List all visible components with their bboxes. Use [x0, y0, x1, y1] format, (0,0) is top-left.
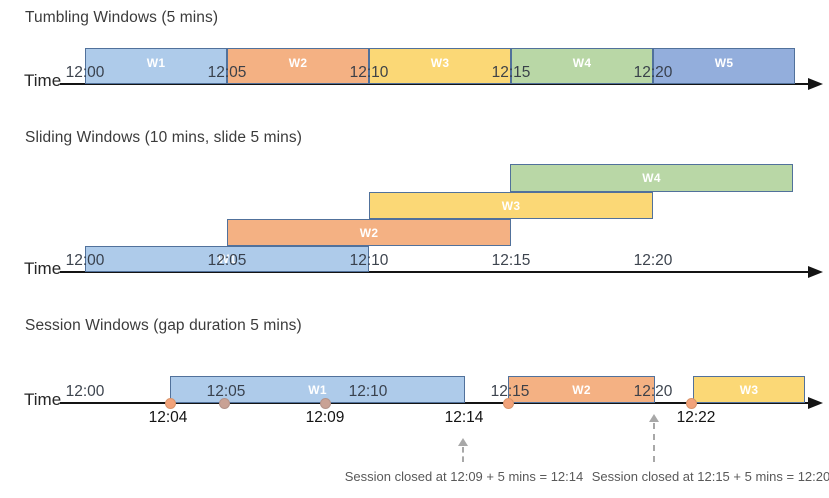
window-label: W2: [288, 56, 308, 70]
window-label: W1: [308, 382, 327, 397]
sliding-window-w3: W3: [369, 192, 653, 219]
tumbling-window-w1: W1: [85, 48, 227, 84]
session-window-w1: W1: [170, 376, 465, 403]
tumbling-window-w5: W5: [653, 48, 795, 84]
event-dot-1205: [219, 398, 230, 409]
session-close-annotation-1: Session closed at 12:09 + 5 mins = 12:14: [344, 469, 584, 484]
session-close-annotation-2: Session closed at 12:15 + 5 mins = 12:20: [591, 469, 829, 484]
event-time-label: 12:22: [676, 409, 716, 426]
session-time-axis-label: Time: [24, 390, 62, 409]
annotation-arrow-line: [462, 447, 464, 462]
tumbling-window-w3: W3: [369, 48, 511, 84]
sliding-section-title: Sliding Windows (10 mins, slide 5 mins): [25, 129, 302, 146]
window-label: W3: [739, 382, 759, 397]
sliding-timeline-arrow-icon: [808, 266, 823, 278]
session-timeline: [60, 402, 810, 404]
tick-label: 12:05: [207, 252, 247, 269]
tick-label: 12:20: [633, 252, 673, 269]
tick-label: 12:15: [490, 383, 530, 400]
tick-label: 12:00: [65, 64, 105, 81]
sliding-window-w2: W2: [227, 219, 511, 246]
tick-label: 12:20: [633, 383, 673, 400]
event-dot-1209: [320, 398, 331, 409]
event-dot-1222: [686, 398, 697, 409]
event-dot-1215: [503, 398, 514, 409]
tick-label: 12:15: [491, 64, 531, 81]
tumbling-timeline-arrow-icon: [808, 78, 823, 90]
tumbling-window-w2: W2: [227, 48, 369, 84]
window-label: W4: [642, 171, 661, 185]
tick-label: 12:10: [348, 383, 388, 400]
session-window-w3: W3: [693, 376, 805, 403]
annotation-arrow-icon: [649, 414, 659, 422]
session-timeline-arrow-icon: [808, 397, 823, 409]
sliding-window-w1: W1: [85, 246, 369, 272]
tick-label: 12:05: [207, 64, 247, 81]
tumbling-time-axis-label: Time: [24, 71, 62, 90]
event-time-label: 12:04: [148, 409, 188, 426]
sliding-window-w4: W4: [510, 164, 793, 192]
tumbling-timeline: [60, 83, 810, 85]
tick-label: 12:00: [65, 252, 105, 269]
tick-label: 12:10: [349, 64, 389, 81]
tumbling-window-w4: W4: [511, 48, 653, 84]
window-label: W3: [501, 198, 521, 213]
tick-label: 12:10: [349, 252, 389, 269]
annotation-arrow-icon: [458, 438, 468, 446]
event-time-label: 12:09: [305, 409, 345, 426]
session-window-w2: W2: [508, 376, 655, 403]
window-label: W4: [572, 56, 592, 70]
tumbling-section-title: Tumbling Windows (5 mins): [25, 9, 219, 26]
window-label: W1: [217, 252, 237, 266]
window-label: W2: [359, 225, 379, 240]
tick-label: 12:05: [206, 383, 246, 400]
window-label: W5: [714, 56, 734, 70]
tick-label: 12:20: [633, 64, 673, 81]
event-dot-1204: [165, 398, 176, 409]
sliding-timeline: [60, 271, 810, 273]
sliding-time-axis-label: Time: [24, 259, 62, 278]
annotation-arrow-line: [653, 423, 655, 462]
tick-label: 12:15: [491, 252, 531, 269]
event-time-label: 12:14: [444, 409, 484, 426]
tick-label: 12:00: [65, 383, 105, 400]
session-section-title: Session Windows (gap duration 5 mins): [25, 317, 302, 334]
window-label: W3: [430, 56, 450, 70]
window-label: W1: [146, 56, 166, 70]
window-label: W2: [572, 382, 591, 397]
